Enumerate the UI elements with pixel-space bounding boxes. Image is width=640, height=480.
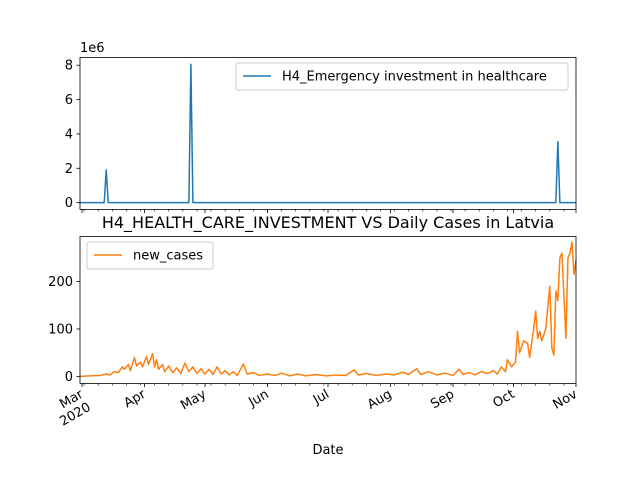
bottom-y-ticks: 0 100 200 [48, 275, 80, 385]
bottom-series-group [79, 241, 577, 378]
bottom-x-tick-label: Apr [122, 387, 150, 412]
top-legend-label: H4_Emergency investment in healthcare [282, 70, 547, 85]
bottom-y-tick-label: 0 [65, 370, 73, 385]
bottom-x-tick-label-line: Apr [122, 387, 150, 412]
top-legend: H4_Emergency investment in healthcare [235, 62, 569, 91]
bottom-series-line-0 [79, 241, 577, 378]
bottom-x-tick-label-line: May [178, 387, 209, 414]
top-y-ticks: 0 2 4 6 8 [65, 59, 80, 211]
bottom-y-tick-label: 100 [48, 322, 73, 337]
top-y-tick-label: 8 [65, 59, 73, 74]
bottom-x-tick-label-line: Oct [491, 387, 518, 411]
bottom-x-tick-label: Oct [491, 387, 518, 411]
bottom-x-tick-label: Nov [551, 387, 581, 413]
bottom-y-tick-label: 200 [48, 275, 73, 290]
bottom-x-tick-label-line: Jul [310, 387, 332, 408]
bottom-x-tick-label: May [178, 387, 209, 414]
bottom-x-tick-label: Jun [246, 387, 272, 411]
bottom-x-tick-label-line: Jun [246, 387, 272, 411]
bottom-x-tick-label: Mar2020 [50, 387, 94, 430]
top-x-ticks [81, 209, 577, 213]
top-chart-panel: 0 2 4 6 8 1e6 H4_Emergency investment in hea… [65, 41, 577, 213]
bottom-x-tick-label-line: Sep [428, 387, 457, 412]
bottom-x-tick-label-line: Nov [551, 387, 581, 413]
bottom-legend-label: new_cases [133, 249, 203, 264]
top-series-group [80, 63, 576, 204]
bottom-x-tick-label: Sep [428, 387, 457, 412]
bottom-x-tick-label-line: Aug [365, 387, 394, 413]
bottom-x-tick-label: Jul [310, 387, 332, 408]
top-y-tick-label: 4 [65, 127, 73, 142]
bottom-chart-title: H4_HEALTH_CARE_INVESTMENT VS Daily Cases… [102, 213, 554, 233]
top-y-offset-label: 1e6 [80, 41, 105, 56]
bottom-chart-panel: H4_HEALTH_CARE_INVESTMENT VS Daily Cases… [48, 213, 580, 458]
bottom-legend-box [86, 241, 214, 270]
top-series-line-0 [80, 63, 576, 204]
bottom-x-axis-label: Date [312, 443, 343, 458]
top-y-tick-label: 0 [65, 196, 73, 211]
bottom-x-tick-label: Aug [365, 387, 394, 413]
top-y-tick-label: 2 [65, 162, 73, 177]
bottom-legend: new_cases [86, 241, 214, 270]
bottom-x-ticks: Mar2020 Apr May Jun Jul Aug Sep Oct Nov [50, 383, 581, 430]
top-y-tick-label: 6 [65, 93, 73, 108]
top-legend-box [235, 62, 569, 91]
